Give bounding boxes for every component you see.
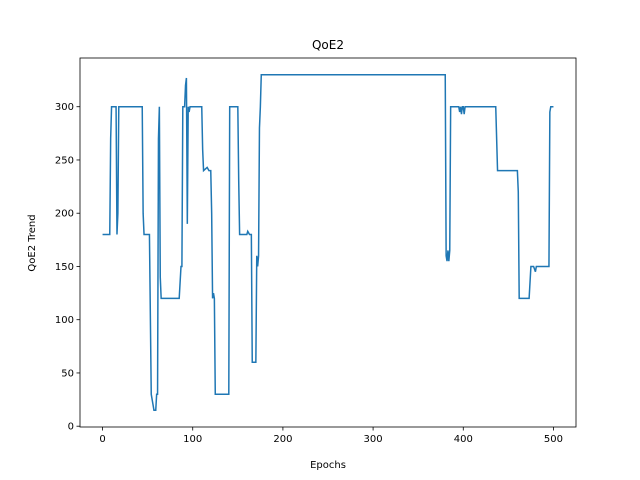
y-tick-label: 300: [55, 102, 74, 113]
y-tick-label: 0: [68, 422, 74, 433]
y-tick-label: 200: [55, 209, 74, 220]
plot-area: [102, 74, 554, 411]
y-tick-label: 100: [55, 315, 74, 326]
x-tick-label: 500: [544, 434, 563, 445]
x-axis-label: Epochs: [310, 460, 346, 471]
x-tick-label: 300: [364, 434, 383, 445]
x-tick-label: 400: [454, 434, 473, 445]
x-tick-label: 100: [183, 434, 202, 445]
axes-frame: [79, 57, 577, 428]
data-line: [102, 74, 554, 411]
y-axis-label: QoE2 Trend: [27, 214, 38, 271]
chart-title: QoE2: [312, 38, 344, 52]
y-tick-label: 150: [55, 262, 74, 273]
x-tick-label: 200: [273, 434, 292, 445]
y-tick-label: 250: [55, 155, 74, 166]
y-tick-label: 50: [61, 368, 74, 379]
x-tick-label: 0: [99, 434, 105, 445]
